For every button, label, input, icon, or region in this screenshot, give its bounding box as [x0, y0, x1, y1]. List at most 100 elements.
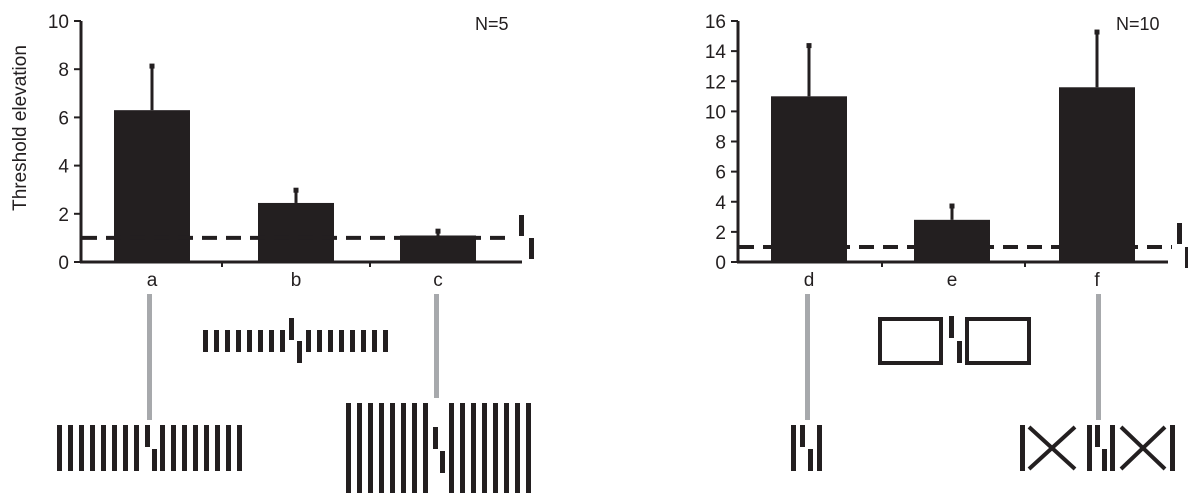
target-lower — [440, 451, 445, 473]
chart-left-bar-b — [258, 202, 334, 262]
chart-right-error-cap-e — [949, 203, 955, 209]
grating-bar — [368, 403, 373, 493]
chart-right-y-tick-label: 6 — [715, 163, 726, 184]
chart-right-y-tick-label: 12 — [705, 72, 726, 93]
flank-bar — [203, 330, 208, 352]
stimulus-f-crossed — [1020, 425, 1175, 471]
grating-bar — [112, 425, 117, 471]
flank-bar — [258, 330, 263, 352]
grating-bar — [182, 425, 187, 471]
chart-right-y-tick-label: 10 — [705, 102, 726, 123]
chart-right-category-label-d: d — [804, 270, 815, 291]
chart-left-x-minor-ticks — [221, 262, 371, 267]
stimulus-f-outer-bar-right — [1170, 425, 1175, 471]
chart-right-y-tick-label: 4 — [715, 193, 726, 214]
grating-bar — [204, 425, 209, 471]
chart-left-baseline-marker — [519, 215, 534, 259]
chart-left-y-tick-label: 0 — [58, 253, 69, 274]
flank-bar — [247, 330, 252, 352]
grating-bar — [68, 425, 73, 471]
chart-right-error-cap-f — [1094, 29, 1100, 35]
flank-bar — [350, 330, 355, 352]
target-upper — [800, 425, 805, 447]
grating-bar — [390, 403, 395, 493]
chart-right: N=10 0 2 4 6 8 10 12 14 16 d e f — [705, 12, 1188, 291]
grating-bar — [193, 425, 198, 471]
target-lower — [808, 449, 813, 471]
grating-bar — [379, 403, 384, 493]
grating-bar — [171, 425, 176, 471]
chart-left-error-cap-b — [293, 187, 299, 193]
chart-right-bars — [771, 87, 1135, 263]
grating-bar — [423, 403, 428, 493]
chart-right-category-label-f: f — [1094, 270, 1100, 291]
chart-left-category-label-a: a — [147, 270, 158, 291]
target-upper — [433, 427, 438, 449]
chart-right-y-tick-label: 2 — [715, 223, 726, 244]
grating-bar — [215, 425, 220, 471]
grating-bar — [79, 425, 84, 471]
chart-left-bar-a — [114, 110, 190, 262]
chart-right-bar-d — [771, 96, 847, 262]
grating-bar — [460, 403, 465, 493]
stimulus-e-right-box — [965, 317, 1031, 365]
chart-left-y-tick-label: 2 — [58, 205, 69, 226]
chart-right-x-minor-ticks — [881, 262, 1026, 267]
chart-left-bar-c — [400, 235, 476, 262]
grating-bar — [346, 403, 351, 493]
stimulus-e-boxes — [878, 316, 1031, 365]
flank-bar — [317, 330, 322, 352]
flank-bar — [225, 330, 230, 352]
grating-bar — [134, 425, 139, 471]
chart-left-error-cap-c — [435, 228, 441, 234]
flank-bar — [280, 330, 285, 352]
connector-line-c — [434, 294, 439, 398]
chart-left-y-tick-label: 8 — [58, 60, 69, 81]
stimulus-a-grating — [57, 425, 242, 471]
grating-bar — [515, 403, 520, 493]
grating-bar — [90, 425, 95, 471]
chart-left: Threshold elevation N=5 0 2 4 6 8 10 a b c — [10, 12, 534, 291]
grating-bar — [526, 403, 531, 493]
stimulus-f-outer-bar-left — [1020, 425, 1025, 471]
connector-line-a — [147, 294, 152, 420]
chart-left-category-label-b: b — [291, 270, 302, 291]
grating-bar — [412, 403, 417, 493]
chart-right-y-tick-label: 0 — [715, 253, 726, 274]
chart-right-baseline-marker — [1177, 223, 1188, 268]
chart-left-n-label: N=5 — [475, 14, 509, 34]
baseline-marker-segment — [1185, 247, 1188, 268]
stimulus-e-target-lower — [957, 341, 962, 363]
flank-bar — [269, 330, 274, 352]
chart-right-y-ticks: 0 2 4 6 8 10 12 14 16 — [705, 12, 738, 274]
chart-left-y-ticks: 0 2 4 6 8 10 — [48, 12, 81, 274]
flank-bar — [383, 330, 388, 352]
flank-bar — [236, 330, 241, 352]
connector-line-d — [805, 294, 810, 420]
grating-bar — [226, 425, 231, 471]
grating-bar — [123, 425, 128, 471]
grating-bar — [493, 403, 498, 493]
chart-right-category-label-e: e — [947, 270, 958, 291]
baseline-marker-segment — [529, 238, 534, 259]
stimulus-f-cross-left-2 — [1027, 425, 1077, 471]
stimulus-f-target-lower — [1102, 449, 1107, 471]
chart-left-error-bars — [149, 63, 441, 236]
stimulus-illustrations — [57, 294, 1175, 493]
chart-left-y-axis-label: Threshold elevation — [10, 45, 31, 211]
baseline-marker-segment — [519, 215, 524, 236]
grating-bar — [160, 425, 165, 471]
chart-right-error-bars — [806, 29, 1100, 220]
chart-right-y-tick-label: 16 — [705, 12, 726, 33]
chart-left-y-tick-label: 4 — [58, 157, 69, 178]
chart-right-error-cap-d — [806, 43, 812, 49]
chart-left-error-cap-a — [149, 63, 155, 69]
baseline-marker-segment — [1177, 223, 1182, 244]
chart-right-bar-f — [1059, 87, 1135, 263]
grating-bar — [237, 425, 242, 471]
stimulus-c-grating — [346, 403, 531, 493]
target-upper — [289, 318, 294, 340]
stimulus-e-left-box — [878, 317, 943, 365]
chart-right-y-tick-label: 14 — [705, 42, 727, 63]
